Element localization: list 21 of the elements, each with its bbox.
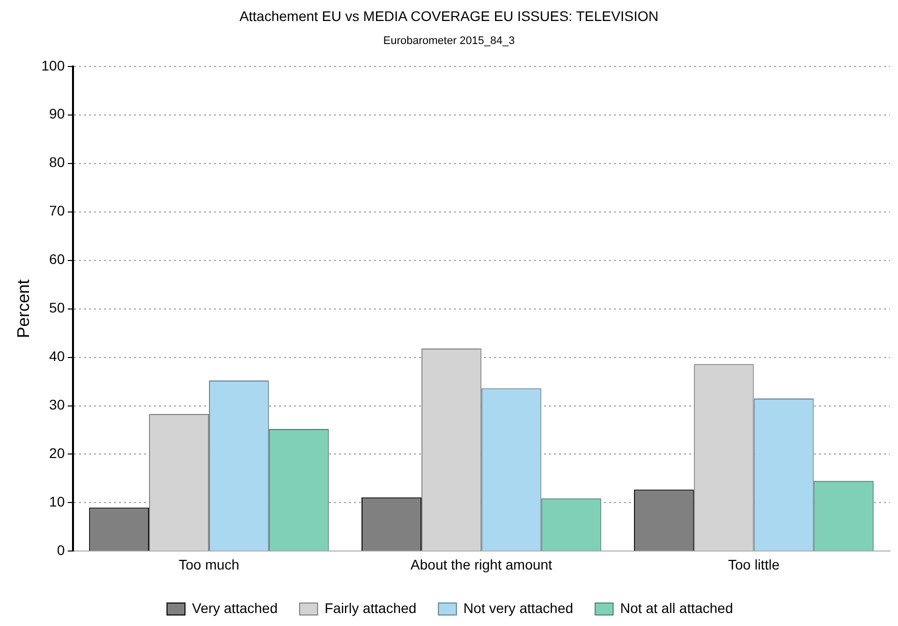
y-tick-label: 50 [49,300,65,316]
y-axis-title: Percent [14,279,33,338]
y-tick-label: 0 [56,542,65,558]
y-tick-label: 100 [41,57,65,74]
legend-label: Not at all attached [620,600,734,616]
x-tick-label: Too little [728,556,780,572]
y-tick-label: 20 [49,445,65,462]
chart-subtitle: Eurobarometer 2015_84_3 [382,35,516,47]
y-tick-label: 90 [49,106,65,122]
y-tick-label: 70 [49,202,65,219]
x-tick-label: About the right amount [410,556,552,572]
y-tick-label: 30 [49,396,65,413]
chart-title: Attachement EU vs MEDIA COVERAGE EU ISSUES: TELEVISION [238,8,660,24]
y-tick-label: 40 [49,348,65,364]
x-tick-label: Too much [178,556,240,572]
y-tick-label: 80 [49,154,65,170]
legend-label: Fairly attached [324,600,416,616]
y-tick-label: 60 [49,251,65,268]
y-tick-label: 10 [49,494,65,510]
legend-label: Not very attached [463,600,574,616]
legend-label: Very attached [192,600,278,616]
